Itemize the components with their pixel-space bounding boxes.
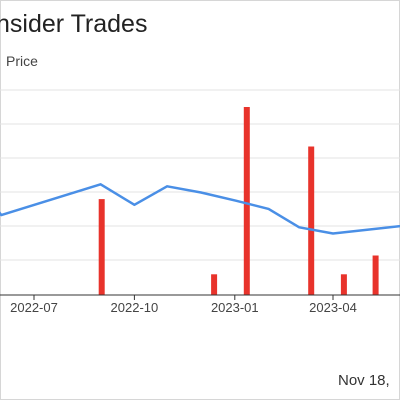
price-line-layer (0, 183, 400, 235)
trade-bar (340, 274, 347, 295)
x-tick-label: 2023-04 (309, 300, 357, 315)
gridlines (0, 89, 400, 261)
trade-bar (308, 146, 315, 295)
trade-bar (211, 274, 218, 295)
footer-date: Nov 18, (338, 372, 390, 389)
trade-bar (372, 255, 379, 295)
trade-bars (98, 107, 379, 295)
x-tick-label: 2022-07 (10, 300, 58, 315)
price-line (0, 183, 400, 235)
x-ticks: 2022-07 2022-10 2023-01 2023-04 (10, 295, 357, 315)
chart-title: nsider Trades (0, 10, 148, 38)
trade-bar (98, 199, 105, 295)
x-tick-label: 2023-01 (211, 300, 259, 315)
trade-bar (243, 107, 250, 295)
x-tick-label: 2022-10 (111, 300, 159, 315)
legend-price-label: Price (6, 53, 38, 69)
